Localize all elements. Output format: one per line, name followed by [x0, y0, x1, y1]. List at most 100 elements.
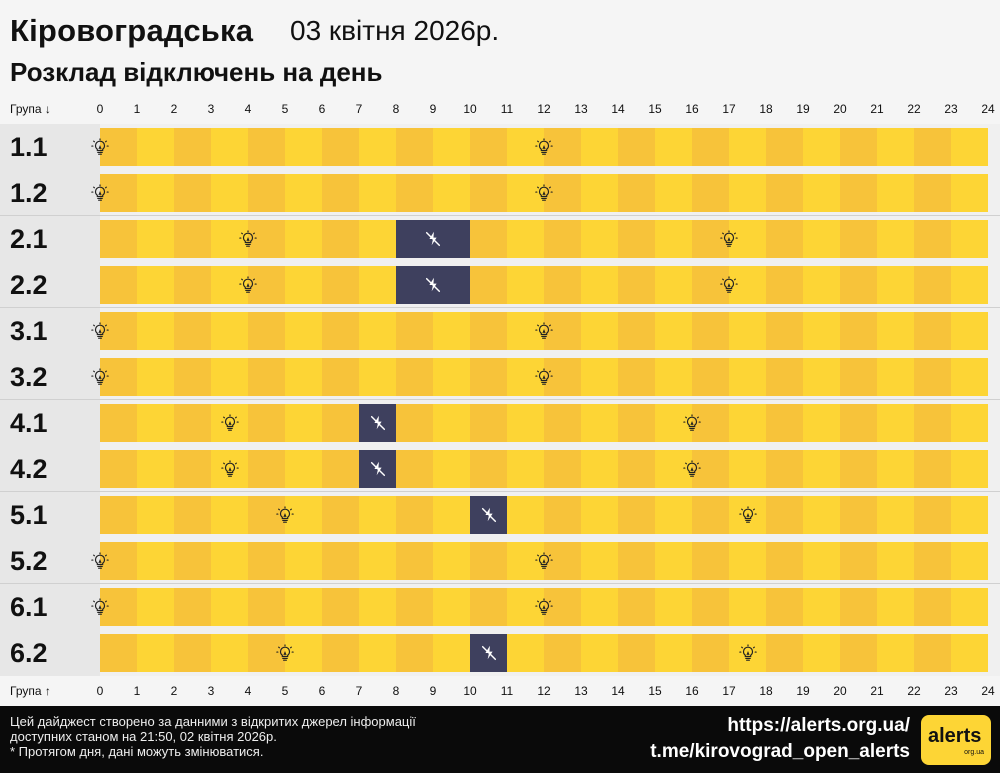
hour-tick: 15 — [648, 684, 662, 698]
group-row: 5.2 — [0, 538, 1000, 584]
power-cell — [618, 634, 655, 672]
power-cell — [951, 588, 988, 626]
group-timeline — [91, 358, 988, 396]
power-cell — [655, 634, 692, 672]
power-cell — [433, 542, 470, 580]
power-cell — [655, 174, 692, 212]
power-cell — [877, 174, 914, 212]
hour-tick: 4 — [244, 684, 252, 698]
power-cell — [914, 542, 951, 580]
website-link[interactable]: https://alerts.org.ua/ — [727, 715, 910, 736]
group-row: 5.1 — [0, 492, 1000, 538]
hour-tick: 6 — [318, 102, 326, 116]
hour-tick: 3 — [207, 684, 215, 698]
group-timeline — [100, 220, 988, 258]
power-cell — [581, 450, 618, 488]
group-timeline — [91, 174, 988, 212]
power-cell — [396, 450, 433, 488]
power-cell — [840, 220, 877, 258]
power-cell — [914, 496, 951, 534]
group-label: 2.1 — [10, 224, 48, 254]
power-cell — [137, 450, 174, 488]
axis-label-top-text: Група — [10, 102, 42, 116]
power-cell — [211, 220, 248, 258]
hour-tick: 17 — [722, 102, 736, 116]
power-cell — [322, 220, 359, 258]
power-cell — [285, 634, 322, 672]
hour-tick: 4 — [244, 102, 252, 116]
power-cell — [803, 128, 840, 166]
power-cell — [359, 634, 396, 672]
power-cell — [100, 634, 137, 672]
power-cell — [692, 588, 729, 626]
hour-tick: 19 — [796, 684, 810, 698]
power-cell — [174, 220, 211, 258]
power-cell — [174, 588, 211, 626]
power-cell — [655, 266, 692, 304]
power-cell — [692, 174, 729, 212]
axis-label-top: Група ↓ — [10, 102, 51, 116]
power-cell — [285, 404, 322, 442]
power-cell — [766, 588, 803, 626]
power-cell — [433, 404, 470, 442]
power-cell — [618, 542, 655, 580]
power-cell — [914, 266, 951, 304]
power-cell — [359, 128, 396, 166]
power-off-icon — [369, 460, 387, 478]
power-cell — [396, 588, 433, 626]
power-cell — [470, 358, 507, 396]
power-cell — [137, 174, 174, 212]
power-cell — [322, 634, 359, 672]
power-cell — [914, 174, 951, 212]
power-cell — [766, 312, 803, 350]
hour-tick: 5 — [281, 102, 289, 116]
power-cell — [877, 450, 914, 488]
telegram-link[interactable]: t.me/kirovograd_open_alerts — [650, 741, 910, 762]
lightbulb-icon — [276, 506, 294, 524]
hour-tick: 23 — [944, 102, 958, 116]
header: Кіровоградська 03 квітня 2026р. Розклад … — [0, 0, 1000, 100]
group-label: 5.2 — [10, 546, 48, 576]
power-cell — [618, 266, 655, 304]
power-cell — [692, 266, 729, 304]
page-subtitle: Розклад відключень на день — [10, 57, 383, 87]
power-cell — [396, 634, 433, 672]
power-cell — [100, 404, 137, 442]
power-cell — [692, 358, 729, 396]
power-cell — [729, 358, 766, 396]
power-cell — [322, 128, 359, 166]
lightbulb-icon — [720, 230, 738, 248]
power-cell — [618, 588, 655, 626]
logo-subtext: org.ua — [964, 749, 984, 756]
power-cell — [100, 220, 137, 258]
hour-tick: 10 — [463, 102, 477, 116]
lightbulb-icon — [683, 414, 701, 432]
hour-tick: 18 — [759, 684, 773, 698]
hour-tick: 24 — [981, 102, 995, 116]
power-cell — [914, 404, 951, 442]
power-cell — [618, 312, 655, 350]
power-cell — [914, 634, 951, 672]
lightbulb-icon — [535, 322, 553, 340]
power-cell — [766, 542, 803, 580]
group-timeline — [100, 496, 988, 534]
power-cell — [470, 174, 507, 212]
hour-tick: 1 — [133, 102, 141, 116]
alerts-logo[interactable]: alerts org.ua — [921, 715, 991, 765]
hour-tick: 21 — [870, 102, 884, 116]
power-cell — [211, 174, 248, 212]
power-cell — [729, 128, 766, 166]
power-cell — [322, 450, 359, 488]
power-cell — [914, 128, 951, 166]
power-cell — [211, 128, 248, 166]
power-cell — [840, 450, 877, 488]
hour-tick: 10 — [463, 684, 477, 698]
power-cell — [100, 312, 137, 350]
group-timeline — [91, 542, 988, 580]
power-cell — [877, 634, 914, 672]
power-off-icon — [369, 414, 387, 432]
logo-text: alerts — [928, 725, 982, 747]
power-cell — [766, 174, 803, 212]
group-row: 4.1 — [0, 400, 1000, 446]
power-cell — [359, 542, 396, 580]
